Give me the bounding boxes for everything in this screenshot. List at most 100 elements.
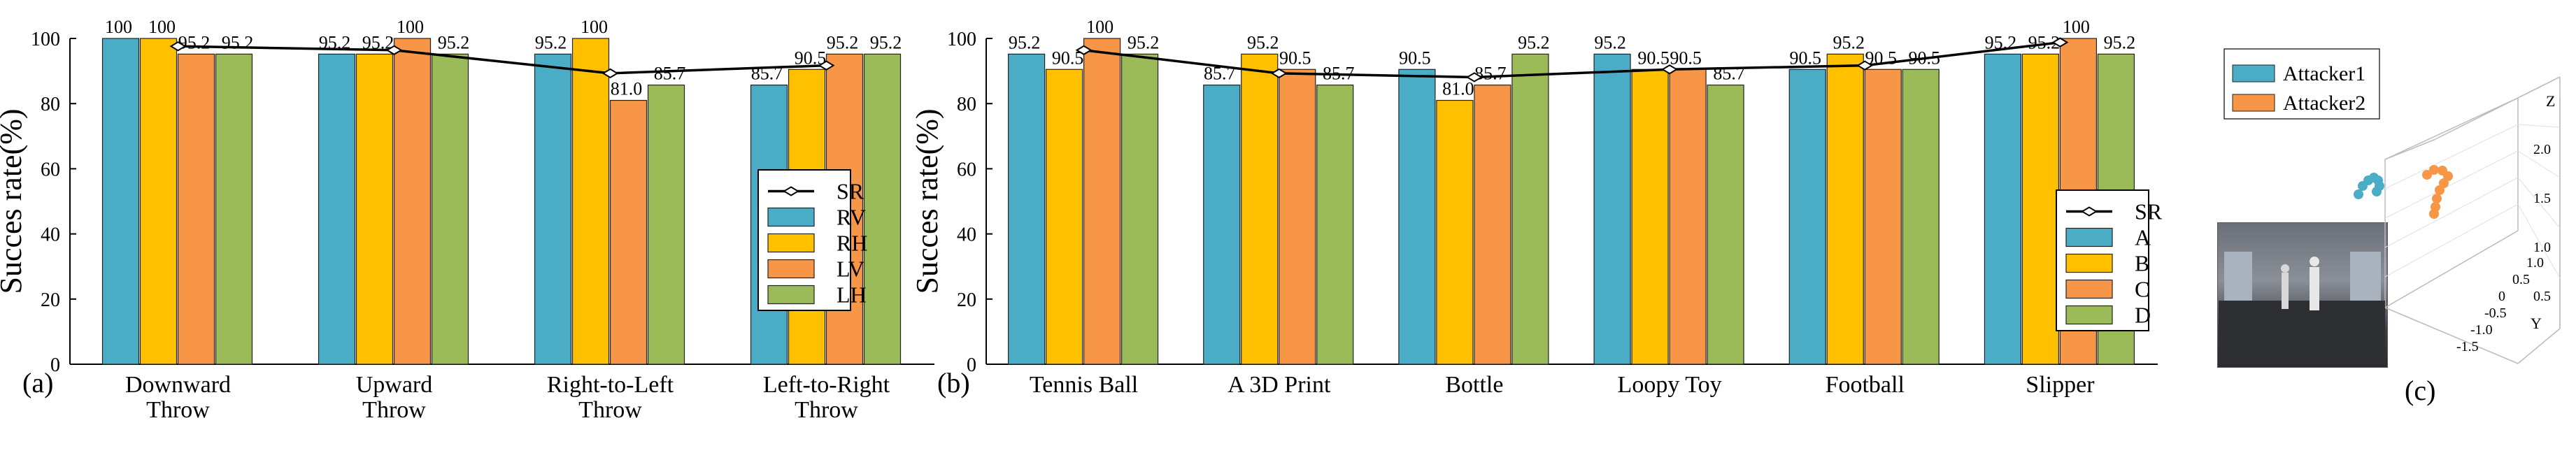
bar-value-label: 90.5 — [1279, 48, 1311, 68]
bar — [139, 38, 178, 365]
axis-3d-edge — [2384, 97, 2519, 160]
legend-label: A — [2135, 225, 2151, 250]
x-tick-label: A 3D Print — [1227, 372, 1331, 398]
legend-label: C — [2135, 277, 2149, 302]
y-axis-title: Y — [2531, 315, 2542, 332]
y-tick-label: 0 — [2498, 289, 2505, 304]
y-tick-label: 80 — [957, 94, 976, 115]
panel-label: (b) — [937, 367, 970, 398]
bar — [1593, 53, 1631, 365]
x-tick-label: Downward — [125, 372, 231, 398]
bar-value-label: 90.5 — [1790, 48, 1822, 68]
attacker2-point — [2435, 185, 2445, 195]
bar — [1316, 85, 1354, 365]
y-tick-label: 0.5 — [2512, 272, 2530, 287]
x-tick-label: Football — [1826, 372, 1905, 398]
attacker2-point — [2422, 170, 2432, 180]
bar-value-label: 95.2 — [1833, 32, 1865, 52]
legend-swatch — [2065, 279, 2113, 299]
x-tick-label: Bottle — [1445, 372, 1503, 398]
legend-label: D — [2135, 303, 2151, 328]
z-tick-label: 1.0 — [2533, 240, 2551, 255]
y-tick-label: 80 — [41, 94, 60, 115]
photo-floor — [2219, 301, 2385, 365]
bar-value-label: 95.2 — [827, 32, 859, 52]
legend-label: B — [2135, 251, 2149, 276]
bar-value-label: 90.5 — [1637, 48, 1670, 68]
axis-3d-edge — [2384, 139, 2435, 160]
bar — [1669, 69, 1707, 365]
x-tick-label: Throw — [795, 397, 858, 423]
x-tick-label: Throw — [362, 397, 426, 423]
bar — [2021, 53, 2060, 365]
bar — [1045, 69, 1083, 365]
legend-swatch — [2232, 94, 2275, 112]
grid-line — [2384, 177, 2519, 248]
sr-marker — [1270, 68, 1288, 79]
y-tick-label: 20 — [957, 289, 976, 311]
legend-swatch — [767, 259, 815, 279]
y-tick-label: 40 — [957, 224, 976, 246]
bar-value-label: 90.5 — [1399, 48, 1431, 68]
sr-marker — [1465, 72, 1483, 82]
bar — [1241, 53, 1279, 365]
bar-value-label: 95.2 — [1009, 32, 1041, 52]
x-tick-label: Tennis Ball — [1030, 372, 1138, 398]
bar — [647, 85, 685, 365]
legend-label: RH — [837, 231, 867, 256]
sr-marker — [1075, 45, 1093, 55]
bar-value-label: 85.7 — [1474, 64, 1507, 84]
photo-person — [2282, 273, 2289, 309]
bar — [1203, 85, 1241, 365]
y-axis-title: Succes rate(%) — [0, 108, 28, 294]
axis-3d-edge — [2517, 328, 2561, 364]
sr-line — [178, 45, 827, 75]
bar — [1398, 69, 1436, 365]
z-tick-label: 2.0 — [2533, 142, 2551, 157]
bar — [571, 38, 610, 365]
panel-label: (a) — [22, 367, 53, 398]
bar — [355, 53, 394, 365]
x-tick-label: Loopy Toy — [1618, 372, 1722, 398]
sr-line — [1083, 41, 2061, 79]
bar — [318, 53, 356, 365]
bar — [1436, 99, 1474, 365]
panel-label: (c) — [2405, 375, 2435, 406]
bar-value-label: 81.0 — [611, 79, 643, 99]
y-tick-label: -1.5 — [2456, 339, 2479, 354]
sr-marker — [169, 41, 187, 52]
bar — [1631, 69, 1669, 365]
y-tick-label: 60 — [41, 159, 60, 180]
bar-value-label: 95.2 — [870, 32, 902, 52]
y-tick-label: -1.0 — [2470, 322, 2493, 338]
y-tick-label: 1.0 — [2526, 255, 2544, 271]
bar — [1826, 53, 1864, 365]
bar-value-label: 95.2 — [1594, 32, 1626, 52]
legend-label: LH — [837, 282, 867, 308]
legend-sr-marker — [783, 186, 799, 196]
axis-3d-edge — [2384, 230, 2519, 308]
bar — [101, 38, 140, 365]
bar-value-label: 85.7 — [654, 64, 686, 84]
bar-value-label: 100 — [1086, 17, 1113, 37]
legend-swatch — [2065, 227, 2113, 247]
bar-value-label: 100 — [105, 17, 132, 37]
bar — [431, 53, 469, 365]
bar — [393, 38, 432, 365]
y-axis-title: Succes rate(%) — [910, 108, 944, 294]
bar — [1707, 85, 1744, 365]
bar — [1007, 53, 1046, 365]
z-tick-label: 1.5 — [2533, 191, 2551, 206]
legend-sr-marker — [2081, 206, 2098, 217]
attacker2-point — [2429, 209, 2439, 219]
bar-value-label: 95.2 — [1247, 32, 1279, 52]
x-tick-label: Slipper — [2026, 372, 2095, 398]
sr-marker — [602, 68, 619, 79]
bar-value-label: 85.7 — [1713, 64, 1745, 84]
bar-value-label: 100 — [581, 17, 608, 37]
bar-value-label: 95.2 — [2104, 32, 2136, 52]
photo-window — [2224, 252, 2252, 301]
bar-value-label: 90.5 — [1670, 48, 1702, 68]
y-tick-label: 40 — [41, 224, 60, 246]
